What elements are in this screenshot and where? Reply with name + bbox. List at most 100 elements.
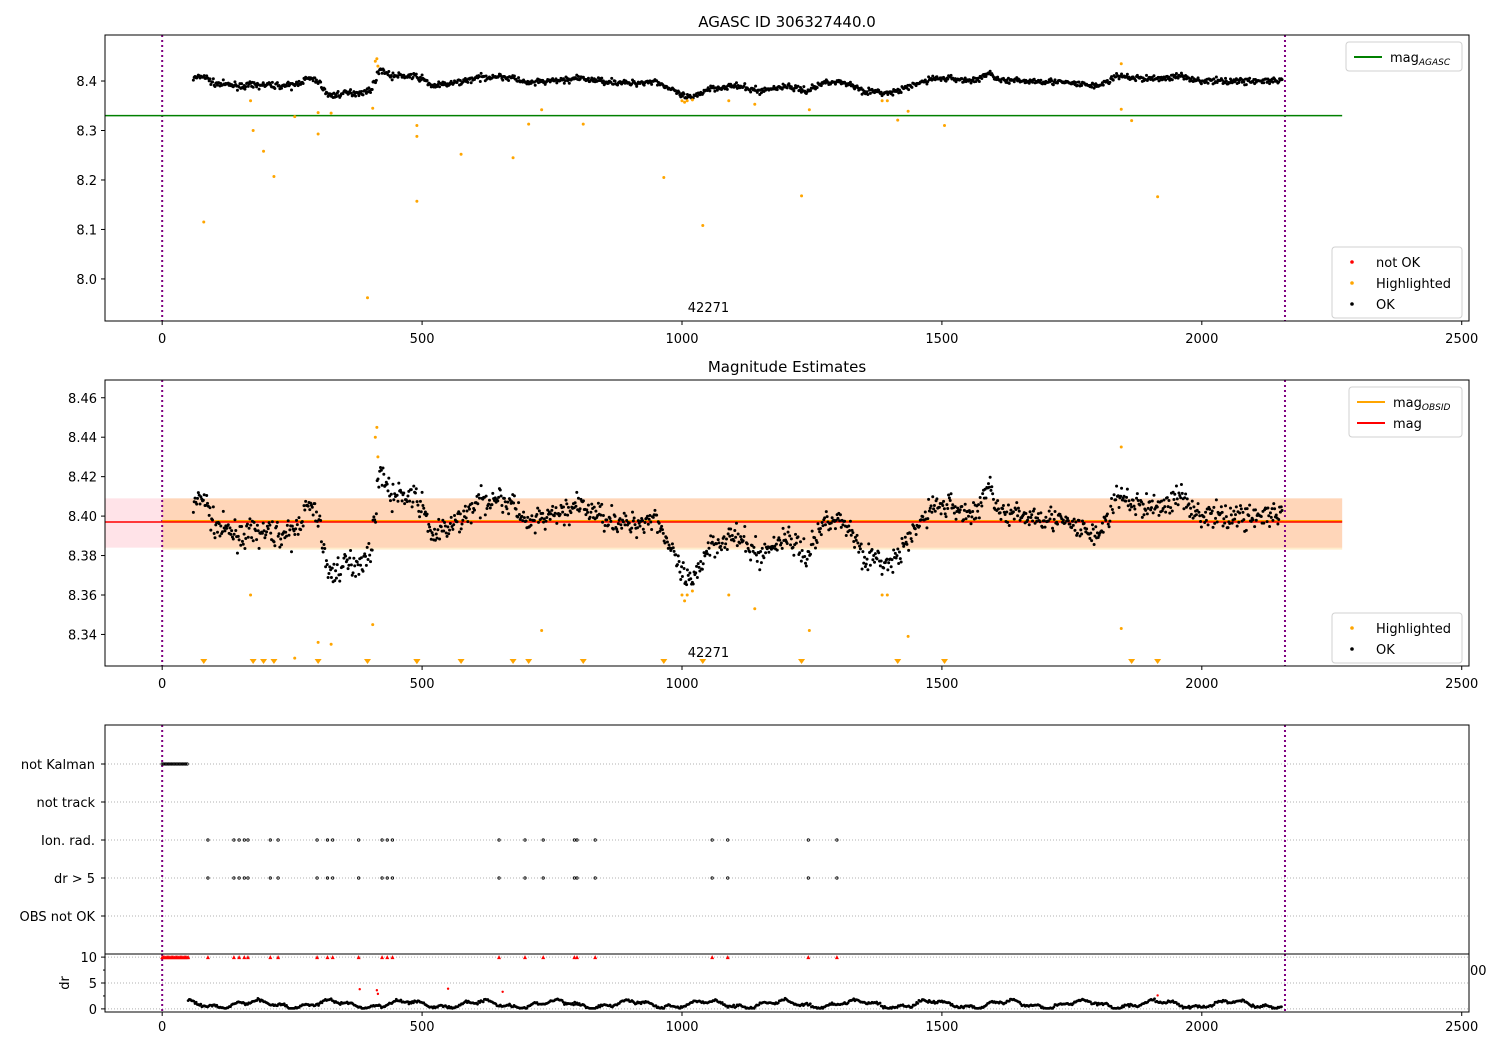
ok-point xyxy=(196,491,200,495)
highlighted-below-marker xyxy=(270,659,278,664)
ok-point xyxy=(1107,525,1111,529)
ok-point xyxy=(1035,519,1039,523)
axes-frame xyxy=(104,379,1470,667)
ok-point xyxy=(695,564,699,568)
flag-point xyxy=(710,838,714,842)
not-kalman-point xyxy=(165,762,169,766)
ok-point xyxy=(925,526,929,530)
x-tick-label: 1500 xyxy=(925,677,958,692)
ok-point xyxy=(1018,518,1022,522)
legend-label: magAGASC xyxy=(1390,51,1451,68)
highlighted-point xyxy=(202,220,206,224)
ok-point xyxy=(643,521,647,525)
ok-point xyxy=(1265,520,1269,524)
x-tick-label: 0 xyxy=(158,1020,166,1035)
ok-point xyxy=(548,517,552,521)
ok-point xyxy=(333,579,337,583)
ok-point xyxy=(567,523,571,527)
ok-point xyxy=(390,510,394,514)
flag-point xyxy=(575,838,579,842)
ok-point xyxy=(563,79,567,83)
dr-point xyxy=(732,1003,736,1007)
ok-point xyxy=(890,90,894,94)
ok-point xyxy=(667,543,671,547)
ok-point xyxy=(290,88,294,92)
ok-point xyxy=(1072,517,1076,521)
ok-point xyxy=(1075,531,1079,535)
dr-point xyxy=(1153,997,1156,1001)
ok-point xyxy=(977,79,981,83)
ok-point xyxy=(471,510,475,514)
ok-point xyxy=(674,553,678,557)
ok-point xyxy=(665,540,669,544)
ok-point xyxy=(243,87,247,91)
ok-point xyxy=(600,76,604,80)
ok-point xyxy=(1090,539,1094,543)
highlighted-point xyxy=(753,102,757,106)
ok-point xyxy=(1173,492,1177,496)
dr-point xyxy=(878,1001,882,1005)
ok-point xyxy=(374,520,378,524)
panel-agasc: AGASC ID 306327440.0 0 500 1000 1500 2000 2500… xyxy=(76,13,1478,347)
ok-point xyxy=(242,532,246,536)
dr-overflow-marker xyxy=(541,955,546,960)
highlighted-point xyxy=(896,118,900,122)
ok-point xyxy=(257,546,261,550)
x-tick-label: 2000 xyxy=(1185,1020,1218,1035)
highlighted-below-marker xyxy=(1128,659,1136,664)
ok-point xyxy=(1130,505,1134,509)
panel-dr: 0 5 10 dr 0 500 1000 1500 2000 2500 00 xyxy=(58,951,1487,1035)
ok-point xyxy=(352,556,356,560)
ok-point xyxy=(263,536,267,540)
highlighted-point xyxy=(540,108,544,112)
ok-point xyxy=(725,548,729,552)
flag-point xyxy=(380,838,384,842)
ok-point xyxy=(984,74,988,78)
dr-overflow-marker xyxy=(242,955,247,960)
ok-point xyxy=(528,518,532,522)
ok-point xyxy=(507,78,511,82)
flag-point xyxy=(325,876,330,880)
flag-point xyxy=(497,876,501,880)
ok-point xyxy=(195,502,199,506)
ok-point xyxy=(496,499,500,503)
ok-point xyxy=(434,532,438,536)
ok-point xyxy=(1100,521,1104,525)
ok-point xyxy=(889,565,893,569)
ok-point xyxy=(1125,495,1129,499)
y-tick-label: 8.2 xyxy=(76,174,97,189)
ok-point xyxy=(841,523,845,527)
dr-outlier-point xyxy=(376,992,380,996)
chart-title: Magnitude Estimates xyxy=(708,358,866,376)
ok-point xyxy=(205,493,209,497)
flag-point xyxy=(710,876,714,880)
ok-point xyxy=(255,523,259,527)
ok-point xyxy=(517,501,521,505)
flag-point xyxy=(246,876,250,880)
highlighted-point xyxy=(316,640,320,644)
highlighted-point xyxy=(885,593,889,597)
ok-point xyxy=(420,73,424,77)
ok-point xyxy=(287,533,291,537)
highlighted-below-marker xyxy=(660,659,668,664)
ok-point xyxy=(491,491,495,495)
ok-point xyxy=(946,77,950,81)
ok-point xyxy=(1016,506,1020,510)
flag-point xyxy=(276,838,280,842)
ok-point xyxy=(1092,542,1096,546)
ok-point xyxy=(229,532,233,536)
dr-overflow-marker xyxy=(725,955,730,960)
ok-point xyxy=(222,526,226,530)
ok-point xyxy=(798,88,802,92)
ok-point xyxy=(772,535,776,539)
ok-point xyxy=(576,75,580,79)
ok-point xyxy=(334,576,338,580)
ok-point xyxy=(775,88,779,92)
ok-point xyxy=(235,88,239,92)
ok-point xyxy=(601,79,605,83)
ok-point xyxy=(792,89,796,93)
ok-point xyxy=(1223,521,1227,525)
ok-point xyxy=(700,567,704,571)
ok-point xyxy=(844,534,848,538)
